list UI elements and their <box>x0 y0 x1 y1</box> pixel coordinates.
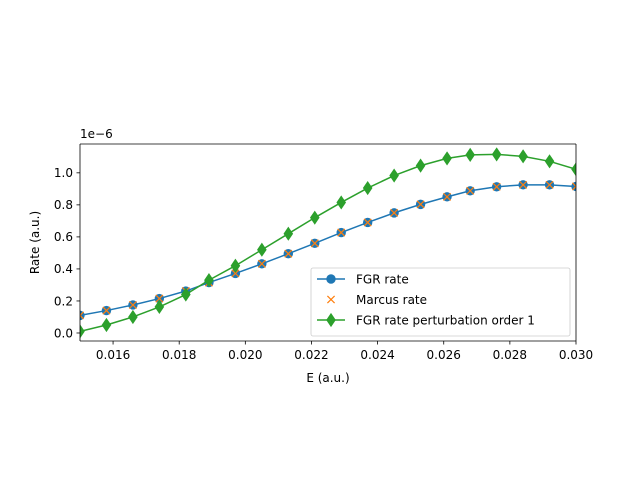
legend-frame <box>310 267 571 337</box>
x-axis-ticks: 0.016 0.018 0.020 0.022 0.024 0.026 0.028 0.030 <box>96 341 593 362</box>
series-2-point-16 <box>466 186 475 195</box>
series-3-point-19 <box>544 154 555 169</box>
legend-item-3: FGR rate perturbation order 1 <box>317 312 535 328</box>
legend-marker <box>326 312 336 328</box>
series-2-point-1-stroke-b <box>80 311 85 317</box>
series-3-point-9 <box>283 226 294 241</box>
legend-marker <box>326 295 336 304</box>
x-tick-label: 0.028 <box>493 348 527 362</box>
series-2-point-13-stroke-b <box>390 208 399 217</box>
series-2-point-2-stroke-b <box>102 306 111 315</box>
legend-label: Marcus rate <box>356 293 427 307</box>
series-2-point-20-stroke-b <box>571 185 576 191</box>
series-2-point-13 <box>390 208 399 217</box>
series-2-point-19-stroke-b <box>545 180 554 189</box>
series-2-point-14 <box>416 200 425 209</box>
series-3-point-8 <box>257 242 267 257</box>
series-2-point-15 <box>443 192 452 201</box>
series-2-point-3-stroke-b <box>128 300 137 309</box>
series-2-point-8 <box>257 259 266 268</box>
series-2-point-2 <box>102 306 111 315</box>
series-2-point-18 <box>519 180 528 189</box>
series-2-point-17-stroke-b <box>492 182 501 191</box>
series-3-point-15 <box>442 151 452 166</box>
series-3-point-4 <box>154 299 165 314</box>
series-3-point-17 <box>491 147 502 162</box>
y-tick-label: 0.0 <box>54 326 73 340</box>
series-3-point-20 <box>571 162 576 177</box>
y-tick-label: 0.4 <box>54 262 73 276</box>
series-3-point-10 <box>309 210 320 225</box>
series-2-point-1 <box>80 311 85 320</box>
legend-label: FGR rate perturbation order 1 <box>356 313 535 327</box>
series-2-point-15-stroke-b <box>443 192 452 201</box>
series-2-point-11 <box>337 228 346 237</box>
legend-item-1: FGR rate <box>317 272 409 286</box>
series-2-point-12 <box>363 218 372 227</box>
series-2-point-18-stroke-b <box>519 180 528 189</box>
series-2-point-19 <box>545 180 554 189</box>
series-layer <box>80 147 576 339</box>
series-2-point-14-stroke-b <box>416 200 425 209</box>
x-tick-label: 0.026 <box>427 348 461 362</box>
y-axis-ticks: 0.0 0.2 0.4 0.6 0.8 1.0 <box>54 166 80 340</box>
series-2-point-11-stroke-b <box>337 228 346 237</box>
series-3-point-6 <box>204 273 214 288</box>
series-3-point-1 <box>80 324 85 339</box>
series-3-point-2 <box>101 317 112 333</box>
y-tick-label: 0.8 <box>54 198 73 212</box>
series-2-point-16-stroke-b <box>466 186 475 195</box>
series-2-point-20-stroke-a <box>571 182 576 188</box>
axes-frame <box>79 143 577 342</box>
series-3-point-7 <box>230 258 241 273</box>
x-tick-label: 0.024 <box>360 348 394 362</box>
series-3-point-5 <box>181 287 191 302</box>
series-2-point-9 <box>284 249 293 258</box>
legend-marker <box>326 274 336 284</box>
series-3-point-11 <box>336 195 347 210</box>
y-scale-label: 1e−6 <box>80 127 113 141</box>
series-2-point-4 <box>155 294 164 303</box>
legend: FGR rate Marcus rate FGR rate perturbation… <box>310 267 571 337</box>
legend-label: FGR rate <box>356 272 409 286</box>
series-2-point-10 <box>310 239 319 248</box>
series-3-point-16 <box>465 147 475 162</box>
series-2-point-20 <box>571 182 576 191</box>
series-2-point-12-stroke-b <box>363 218 372 227</box>
series-2-point-10-stroke-b <box>310 239 319 248</box>
series-3-point-12 <box>362 180 373 196</box>
series-2-point-7-stroke-b <box>231 269 240 278</box>
series-3-point-18 <box>518 149 528 164</box>
y-tick-label: 1.0 <box>54 166 73 180</box>
x-tick-label: 0.020 <box>228 348 262 362</box>
series-3-point-14 <box>415 158 426 173</box>
x-tick-label: 0.018 <box>162 348 196 362</box>
series-3 <box>80 147 576 339</box>
series-2-point-4-stroke-b <box>155 294 164 303</box>
series-3-point-3 <box>128 309 138 325</box>
x-axis-label: E (a.u.) <box>306 371 349 385</box>
series-2-point-3 <box>128 300 137 309</box>
legend-item-2: Marcus rate <box>326 293 427 307</box>
x-tick-label: 0.016 <box>96 348 130 362</box>
legend-marker-stroke-b <box>326 295 336 304</box>
y-tick-label: 0.2 <box>54 294 73 308</box>
series-2-point-17 <box>492 182 501 191</box>
x-tick-label: 0.022 <box>294 348 328 362</box>
y-tick-label: 0.6 <box>54 230 73 244</box>
legend-items: FGR rate Marcus rate FGR rate perturbation… <box>317 272 535 327</box>
series-3-point-13 <box>389 168 399 183</box>
series-2-point-8-stroke-b <box>257 259 266 268</box>
x-tick-label: 0.030 <box>559 348 593 362</box>
series-2-point-1-stroke-a <box>80 314 85 320</box>
y-axis-label: Rate (a.u.) <box>28 211 42 274</box>
series-2-point-7 <box>231 269 240 278</box>
series-2-point-9-stroke-b <box>284 249 293 258</box>
